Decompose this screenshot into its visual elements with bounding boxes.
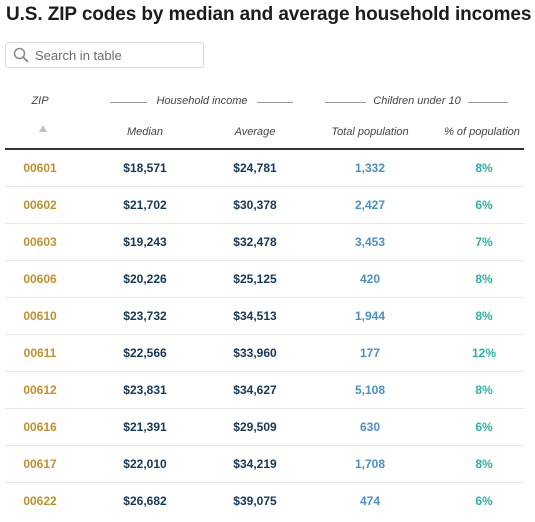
average-income-cell: $32,478: [233, 235, 277, 249]
table-row: 00602 $21,702 $30,378 2,427 6%: [5, 187, 524, 224]
median-income-cell: $23,831: [123, 383, 167, 397]
percent-population-cell: 6%: [475, 420, 493, 434]
percent-population-cell: 8%: [475, 272, 493, 286]
average-income-cell: $30,378: [233, 198, 277, 212]
search-input[interactable]: [35, 47, 195, 63]
group-rule-right: [468, 102, 508, 103]
zip-cell: 00622: [23, 494, 57, 508]
group-rule-left: [110, 102, 147, 103]
zip-cell: 00617: [23, 457, 57, 471]
percent-population-cell: 8%: [475, 161, 493, 175]
table-row: 00611 $22,566 $33,960 177 12%: [5, 335, 524, 372]
search-icon: [13, 47, 29, 63]
table-row: 00612 $23,831 $34,627 5,108 8%: [5, 372, 524, 409]
percent-population-cell: 6%: [475, 494, 493, 508]
total-population-cell: 420: [359, 272, 381, 286]
median-income-cell: $21,391: [123, 420, 167, 434]
group-rule-left: [325, 102, 366, 103]
median-income-cell: $18,571: [123, 161, 167, 175]
average-income-cell: $25,125: [233, 272, 277, 286]
column-header-median[interactable]: Median: [126, 126, 164, 138]
total-population-cell: 474: [359, 494, 381, 508]
zip-cell: 00611: [23, 346, 57, 360]
table-row: 00622 $26,682 $39,075 474 6%: [5, 483, 524, 520]
percent-population-cell: 8%: [475, 457, 493, 471]
table-row: 00603 $19,243 $32,478 3,453 7%: [5, 224, 524, 261]
percent-population-cell: 12%: [471, 346, 497, 360]
column-header-percent-population[interactable]: % of population: [444, 126, 520, 138]
total-population-cell: 1,332: [354, 161, 386, 175]
average-income-cell: $33,960: [233, 346, 277, 360]
table-row: 00610 $23,732 $34,513 1,944 8%: [5, 298, 524, 335]
table-body: 00601 $18,571 $24,781 1,332 8% 00602 $21,702 $3…: [5, 150, 524, 520]
table-row: 00601 $18,571 $24,781 1,332 8%: [5, 150, 524, 187]
zip-cell: 00606: [23, 272, 57, 286]
column-header-average[interactable]: Average: [234, 126, 276, 138]
zip-cell: 00602: [23, 198, 57, 212]
percent-population-cell: 8%: [475, 309, 493, 323]
median-income-cell: $26,682: [123, 494, 167, 508]
median-income-cell: $20,226: [123, 272, 167, 286]
median-income-cell: $19,243: [123, 235, 167, 249]
zip-cell: 00612: [23, 383, 57, 397]
header-divider: [5, 148, 524, 150]
column-header-zip[interactable]: ZIP: [31, 95, 49, 107]
median-income-cell: $23,732: [123, 309, 167, 323]
zip-cell: 00601: [23, 161, 57, 175]
group-header-children-under-10: Children under 10: [373, 95, 461, 107]
table-row: 00616 $21,391 $29,509 630 6%: [5, 409, 524, 446]
table-row: 00617 $22,010 $34,219 1,708 8%: [5, 446, 524, 483]
average-income-cell: $34,513: [233, 309, 277, 323]
sort-ascending-icon[interactable]: [39, 125, 47, 132]
total-population-cell: 1,944: [354, 309, 386, 323]
total-population-cell: 2,427: [354, 198, 386, 212]
median-income-cell: $21,702: [123, 198, 167, 212]
search-box[interactable]: [5, 42, 204, 68]
percent-population-cell: 8%: [475, 383, 493, 397]
table-row: 00606 $20,226 $25,125 420 8%: [5, 261, 524, 298]
zip-cell: 00610: [23, 309, 57, 323]
total-population-cell: 5,108: [354, 383, 386, 397]
total-population-cell: 630: [359, 420, 381, 434]
total-population-cell: 3,453: [354, 235, 386, 249]
percent-population-cell: 6%: [475, 198, 493, 212]
page-title: U.S. ZIP codes by median and average hou…: [6, 4, 532, 25]
total-population-cell: 177: [359, 346, 381, 360]
median-income-cell: $22,010: [123, 457, 167, 471]
average-income-cell: $29,509: [233, 420, 277, 434]
group-header-household-income: Household income: [156, 95, 248, 107]
average-income-cell: $39,075: [233, 494, 277, 508]
percent-population-cell: 7%: [475, 235, 493, 249]
total-population-cell: 1,708: [354, 457, 386, 471]
zip-cell: 00603: [23, 235, 57, 249]
column-header-total-population[interactable]: Total population: [331, 126, 409, 138]
average-income-cell: $24,781: [233, 161, 277, 175]
median-income-cell: $22,566: [123, 346, 167, 360]
average-income-cell: $34,627: [233, 383, 277, 397]
zip-cell: 00616: [23, 420, 57, 434]
average-income-cell: $34,219: [233, 457, 277, 471]
group-rule-right: [257, 102, 293, 103]
